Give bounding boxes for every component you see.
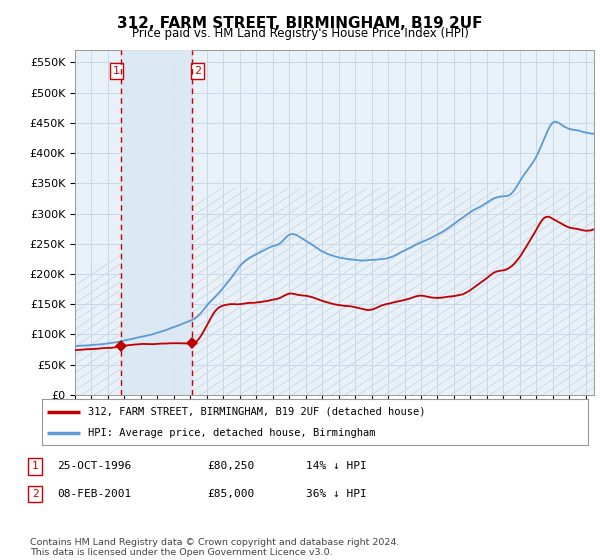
Text: 312, FARM STREET, BIRMINGHAM, B19 2UF (detached house): 312, FARM STREET, BIRMINGHAM, B19 2UF (d…: [88, 407, 426, 417]
Text: 2: 2: [32, 489, 38, 499]
Text: 08-FEB-2001: 08-FEB-2001: [57, 489, 131, 499]
Bar: [121, 50, 192, 395]
Text: 36% ↓ HPI: 36% ↓ HPI: [306, 489, 367, 499]
Text: 2: 2: [194, 66, 201, 76]
Bar: [121, 50, 192, 395]
Text: 312, FARM STREET, BIRMINGHAM, B19 2UF: 312, FARM STREET, BIRMINGHAM, B19 2UF: [117, 16, 483, 31]
Text: 25-OCT-1996: 25-OCT-1996: [57, 461, 131, 472]
Text: 1: 1: [113, 66, 120, 76]
Text: Contains HM Land Registry data © Crown copyright and database right 2024.
This d: Contains HM Land Registry data © Crown c…: [30, 538, 400, 557]
Bar: [121, 50, 192, 395]
Text: HPI: Average price, detached house, Birmingham: HPI: Average price, detached house, Birm…: [88, 428, 376, 438]
Text: £85,000: £85,000: [207, 489, 254, 499]
Text: £80,250: £80,250: [207, 461, 254, 472]
Text: 1: 1: [32, 461, 38, 472]
Text: Price paid vs. HM Land Registry's House Price Index (HPI): Price paid vs. HM Land Registry's House …: [131, 27, 469, 40]
Text: 14% ↓ HPI: 14% ↓ HPI: [306, 461, 367, 472]
